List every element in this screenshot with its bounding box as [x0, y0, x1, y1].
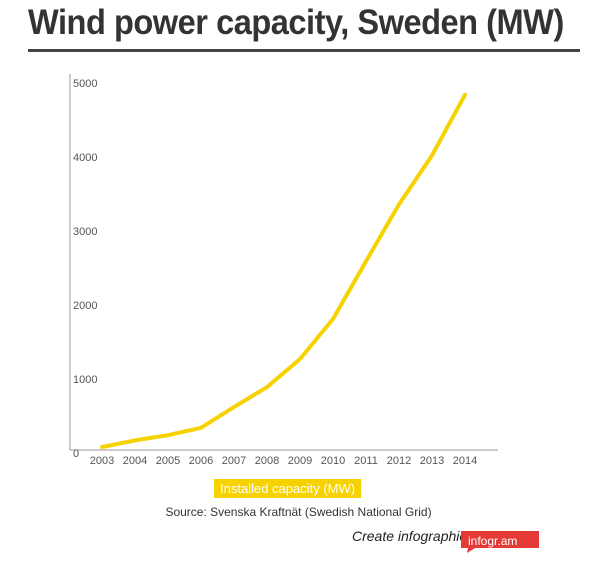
source-note: Source: Svenska Kraftnät (Swedish Nation… [165, 505, 432, 519]
x-tick-label: 2010 [321, 455, 345, 467]
y-tick-label: 1000 [73, 374, 97, 386]
x-tick-label: 2011 [354, 455, 378, 467]
chart-title: Wind power capacity, Sweden (MW) [28, 3, 564, 42]
badge-shape [461, 531, 539, 553]
infogram-logo-badge[interactable] [461, 531, 539, 553]
x-tick-label: 2006 [189, 455, 213, 467]
y-tick-label: 2000 [73, 300, 97, 312]
y-axis-ticks: 0 1000 2000 3000 4000 5000 [73, 78, 97, 460]
y-tick-label: 0 [73, 448, 79, 460]
x-tick-label: 2014 [453, 455, 477, 467]
x-tick-label: 2008 [255, 455, 279, 467]
x-tick-label: 2003 [90, 455, 114, 467]
y-tick-label: 4000 [73, 152, 97, 164]
series-group [100, 92, 467, 450]
x-tick-label: 2012 [387, 455, 411, 467]
x-tick-label: 2013 [420, 455, 444, 467]
series-line-installed-capacity [100, 92, 467, 450]
x-tick-label: 2009 [288, 455, 312, 467]
create-infographics-link[interactable]: Create infographics [352, 528, 474, 544]
x-axis-ticks: 2003 2004 2005 2006 2007 2008 2009 2010 2011 2012… [90, 455, 477, 467]
x-tick-label: 2005 [156, 455, 180, 467]
x-tick-label: 2004 [123, 455, 147, 467]
x-tick-label: 2007 [222, 455, 246, 467]
y-tick-label: 5000 [73, 78, 97, 90]
y-tick-label: 3000 [73, 226, 97, 238]
infogram-logo-label[interactable]: infogr.am [468, 534, 518, 548]
title-underline [28, 49, 580, 52]
legend-series-label: Installed capacity (MW) [214, 479, 362, 498]
